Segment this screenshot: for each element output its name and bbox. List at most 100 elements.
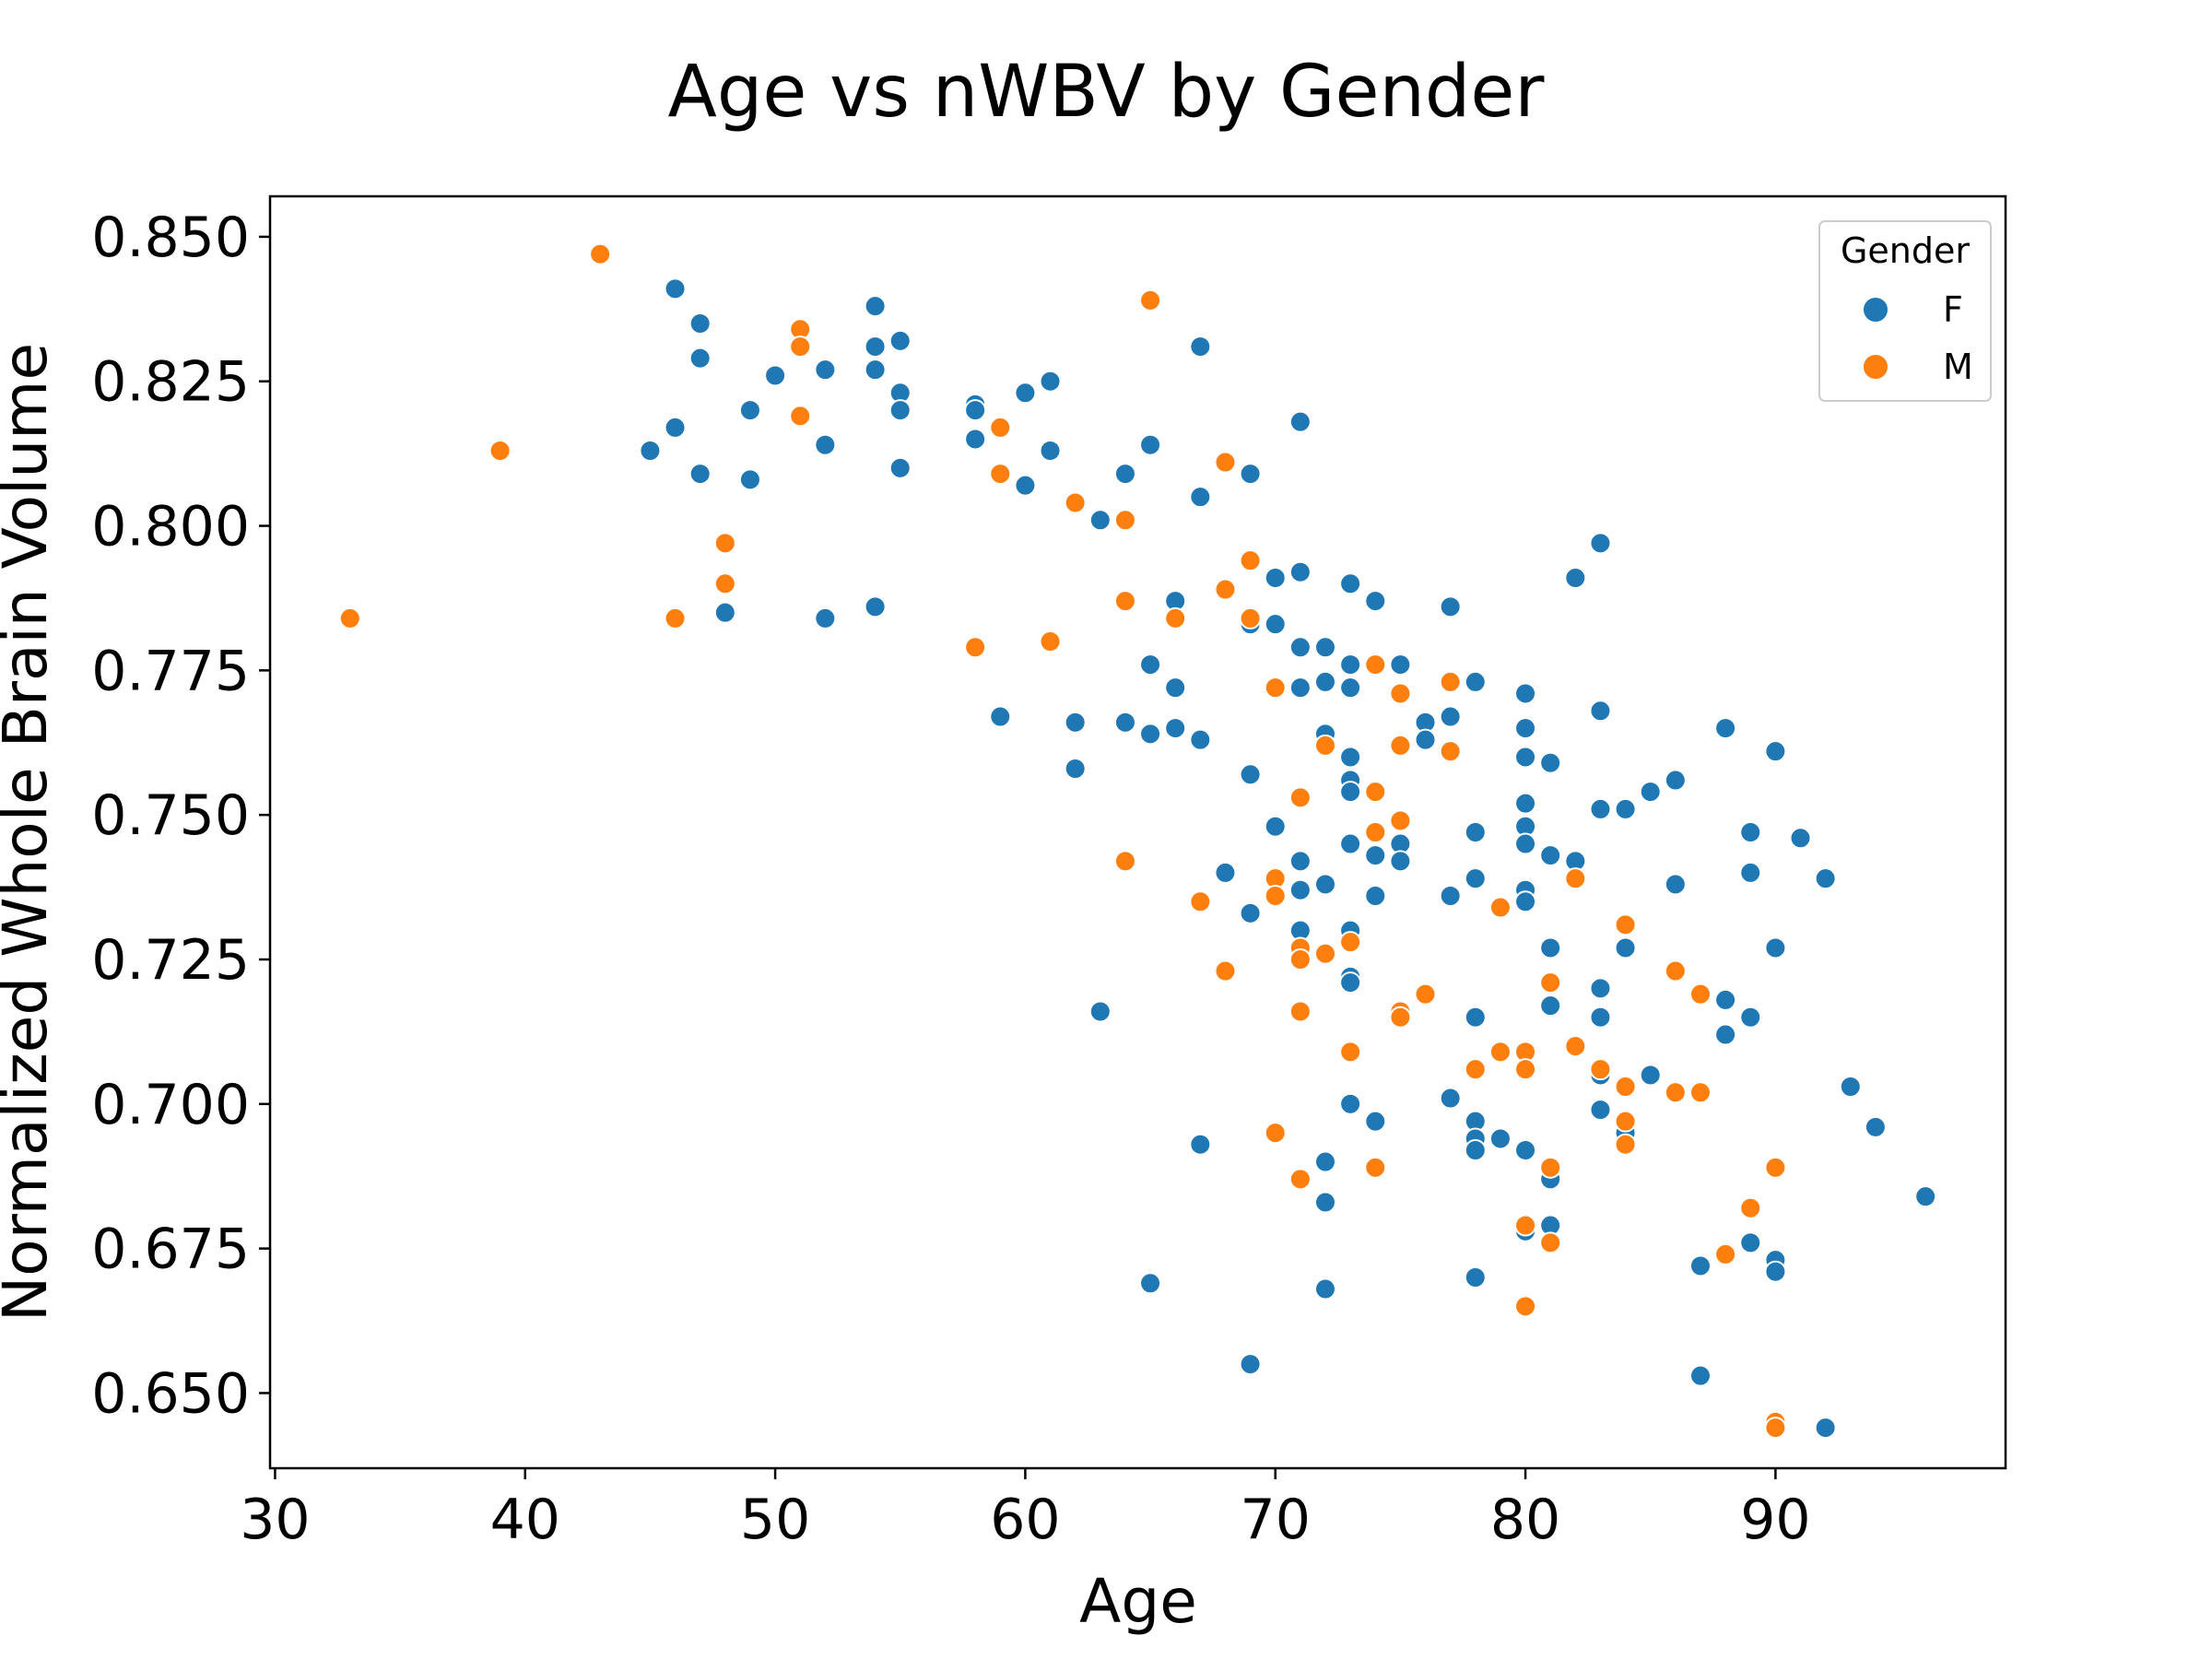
data-point-F <box>864 335 887 359</box>
data-point-F <box>1589 977 1612 1000</box>
data-point-F <box>1764 740 1787 763</box>
data-point-M <box>1389 809 1412 832</box>
data-point-F <box>1539 994 1562 1018</box>
data-point-M <box>1614 913 1637 936</box>
data-point-F <box>964 428 987 451</box>
data-point-M <box>1464 1058 1487 1081</box>
data-point-F <box>1639 781 1662 804</box>
data-point-F <box>1439 885 1462 907</box>
data-point-F <box>1464 1139 1487 1161</box>
data-point-M <box>964 636 987 659</box>
data-point-M <box>1214 451 1237 474</box>
y-tick-label: 0.650 <box>91 1361 250 1426</box>
data-point-M <box>1539 1156 1562 1179</box>
data-point-M <box>989 416 1012 439</box>
data-point-F <box>1339 832 1362 855</box>
data-point-F <box>1339 971 1362 994</box>
data-point-M <box>1039 630 1062 653</box>
data-point-F <box>1589 1006 1612 1029</box>
data-point-F <box>1739 861 1762 884</box>
data-point-F <box>1514 890 1537 913</box>
data-point-M <box>1764 1417 1787 1440</box>
data-point-F <box>1714 717 1737 740</box>
data-point-F <box>1088 1000 1112 1023</box>
data-point-F <box>1264 613 1287 636</box>
data-point-F <box>1239 901 1262 924</box>
data-point-F <box>1264 815 1287 838</box>
data-point-F <box>688 463 712 486</box>
data-point-F <box>1313 1277 1336 1300</box>
data-point-F <box>1339 1092 1362 1115</box>
data-point-F <box>688 347 712 370</box>
data-point-F <box>1364 844 1387 867</box>
data-point-M <box>1164 606 1187 629</box>
data-point-F <box>1714 1023 1737 1046</box>
data-point-F <box>1339 781 1362 804</box>
data-point-M <box>1239 606 1262 629</box>
y-tick-label: 0.700 <box>91 1073 250 1137</box>
data-point-F <box>664 416 687 439</box>
data-point-M <box>1288 786 1312 809</box>
data-point-F <box>1313 670 1336 693</box>
data-point-F <box>1288 636 1312 659</box>
y-axis-ticks: 0.650 0.675 0.700 0.725 0.750 0.775 0.800 0.825… <box>91 206 270 1426</box>
data-point-F <box>1164 717 1187 740</box>
data-point-F <box>1514 792 1537 815</box>
data-point-M <box>1739 1196 1762 1219</box>
data-point-M <box>1539 971 1562 994</box>
data-point-M <box>1113 850 1136 873</box>
data-point-M <box>589 242 612 265</box>
data-point-F <box>1739 821 1762 843</box>
data-point-F <box>814 606 837 629</box>
data-point-F <box>1589 700 1612 723</box>
data-point-M <box>713 572 736 595</box>
legend-title: Gender <box>1841 230 1970 271</box>
data-point-M <box>1313 942 1336 965</box>
data-point-M <box>1264 677 1287 700</box>
x-tick-label: 30 <box>240 1488 310 1552</box>
data-point-M <box>1339 931 1362 954</box>
legend-label-M: M <box>1943 347 1973 387</box>
data-point-M <box>1764 1156 1787 1179</box>
data-point-F <box>814 433 837 456</box>
legend: Gender F M <box>1818 220 1992 402</box>
plot-area-frame <box>268 194 2007 1470</box>
data-point-M <box>1614 1110 1637 1133</box>
data-point-M <box>1564 867 1587 890</box>
data-point-F <box>1139 723 1162 746</box>
data-point-F <box>964 399 987 422</box>
legend-marker-F <box>1862 296 1889 324</box>
data-point-M <box>1439 670 1462 693</box>
data-point-M <box>1288 1000 1312 1023</box>
x-tick-label: 70 <box>1241 1488 1311 1552</box>
data-point-F <box>1514 682 1537 705</box>
data-point-F <box>1464 670 1487 693</box>
data-point-M <box>1389 1006 1412 1029</box>
data-point-F <box>1464 1006 1487 1029</box>
data-point-F <box>1814 1417 1837 1440</box>
data-point-F <box>1189 728 1212 751</box>
data-point-F <box>1313 1150 1336 1173</box>
data-point-F <box>1339 653 1362 677</box>
data-point-M <box>1214 959 1237 982</box>
y-tick-label: 0.725 <box>91 928 250 993</box>
data-point-M <box>1688 1081 1712 1104</box>
data-point-F <box>1064 758 1087 780</box>
data-point-F <box>1189 335 1212 359</box>
data-point-M <box>1389 734 1412 757</box>
data-point-F <box>1614 936 1637 959</box>
data-point-F <box>1288 850 1312 873</box>
data-point-F <box>1039 440 1062 462</box>
data-point-M <box>1264 1122 1287 1145</box>
data-point-M <box>1214 578 1237 601</box>
data-point-M <box>1688 982 1712 1006</box>
y-tick-label: 0.675 <box>91 1218 250 1282</box>
data-points <box>338 242 1937 1440</box>
data-point-F <box>814 359 837 382</box>
data-point-F <box>639 440 662 462</box>
data-point-F <box>989 705 1012 728</box>
data-point-F <box>1514 1139 1537 1161</box>
data-point-F <box>1764 1260 1787 1283</box>
data-point-F <box>1914 1185 1937 1208</box>
